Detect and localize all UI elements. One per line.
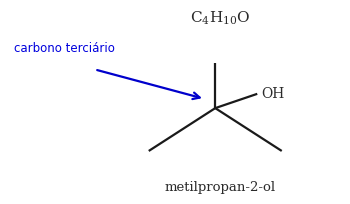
Text: carbono terciário: carbono terciário	[14, 42, 115, 55]
Text: metilpropan-2-ol: metilpropan-2-ol	[165, 181, 276, 194]
Text: $\mathregular{C_4H_{10}O}$: $\mathregular{C_4H_{10}O}$	[190, 10, 251, 27]
Text: OH: OH	[261, 87, 284, 101]
